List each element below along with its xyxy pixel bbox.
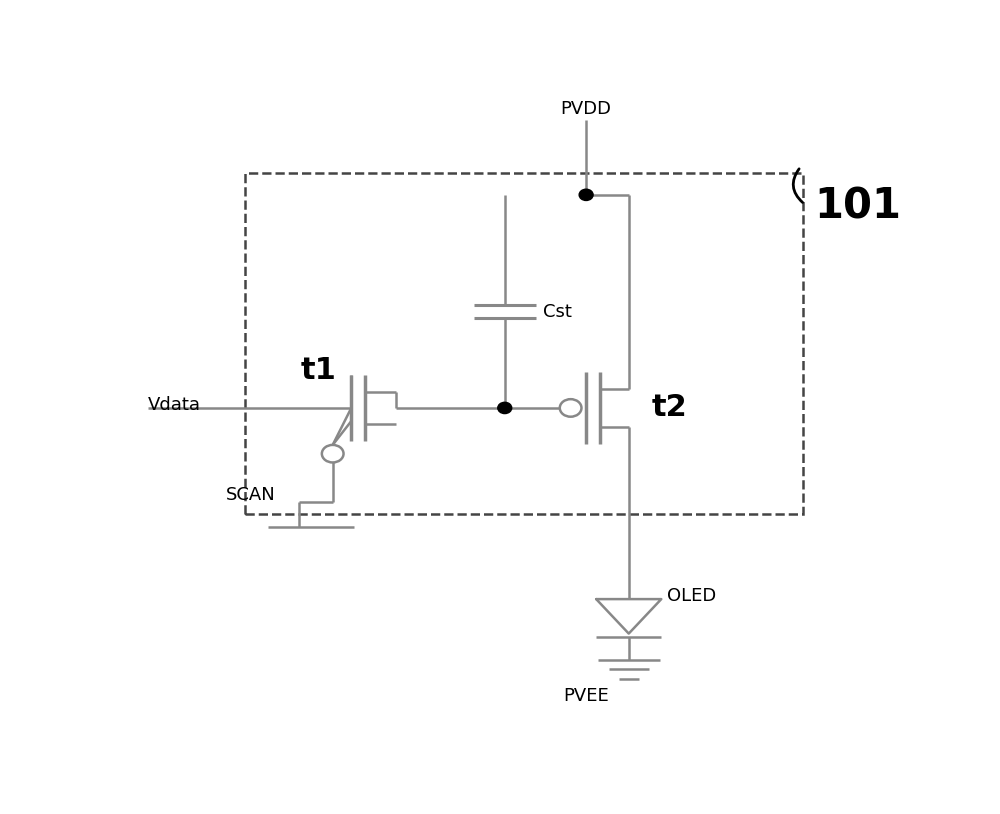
Text: PVEE: PVEE <box>563 687 609 705</box>
Text: OLED: OLED <box>668 587 717 605</box>
Text: Vdata: Vdata <box>148 396 201 414</box>
Circle shape <box>322 445 344 462</box>
Text: t2: t2 <box>652 393 688 422</box>
Circle shape <box>560 399 581 417</box>
Text: SCAN: SCAN <box>226 486 276 505</box>
FancyArrowPatch shape <box>793 168 803 203</box>
Circle shape <box>579 189 593 200</box>
Text: t1: t1 <box>301 356 337 385</box>
Circle shape <box>498 402 512 414</box>
Bar <box>245 173 803 514</box>
Text: Cst: Cst <box>544 303 572 321</box>
Text: 101: 101 <box>815 186 902 227</box>
Text: PVDD: PVDD <box>561 100 612 118</box>
